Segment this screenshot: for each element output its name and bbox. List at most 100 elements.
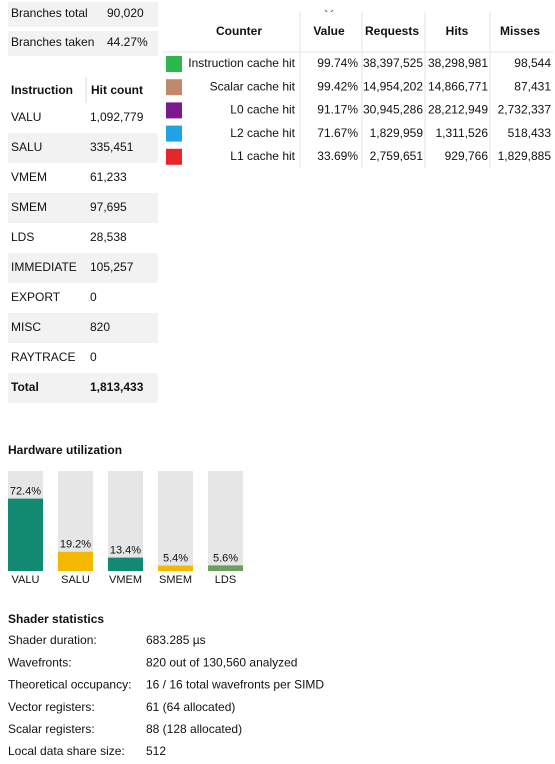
bar: [108, 557, 143, 571]
column-header: Instruction: [11, 83, 73, 97]
instruction-count: 820: [90, 320, 110, 334]
bar: [8, 498, 43, 571]
instruction-name: IMMEDIATE: [11, 260, 77, 274]
bar-track: [158, 471, 193, 571]
cache-counter: Scalar cache hit: [210, 79, 296, 93]
bar: [158, 565, 193, 571]
row-background: [8, 253, 158, 283]
bar-category: LDS: [215, 574, 236, 586]
stat-label: Wavefronts:: [8, 655, 72, 669]
bar: [58, 551, 93, 571]
bar-value-label: 72.4%: [10, 486, 41, 498]
row-background: [8, 373, 158, 403]
row-background: [8, 313, 158, 343]
bar-track: [208, 471, 243, 571]
instruction-name: EXPORT: [11, 290, 61, 304]
cache-value: 2,732,337: [498, 103, 552, 117]
cache-value: 99.42%: [317, 79, 358, 93]
cache-swatch[interactable]: [166, 148, 182, 165]
cache-value: 1,311,526: [436, 126, 489, 140]
cache-value: 1,829,959: [370, 126, 424, 140]
bar-category: VALU: [12, 574, 40, 586]
column-header: Misses: [500, 24, 540, 38]
cache-counter: L1 cache hit: [230, 149, 295, 163]
instruction-count: 335,451: [90, 140, 134, 154]
cache-value: 2,759,651: [370, 149, 424, 163]
cache-value: 14,866,771: [428, 79, 488, 93]
stat-value: 61 (64 allocated): [146, 700, 235, 714]
column-header: Requests: [365, 24, 419, 38]
cache-value: 1,829,885: [498, 149, 552, 163]
instruction-name: SMEM: [11, 200, 47, 214]
stat-value: 820 out of 130,560 analyzed: [146, 655, 297, 669]
cache-value: 33.69%: [317, 149, 358, 163]
column-header: Hits: [446, 24, 469, 38]
cache-counter: L2 cache hit: [230, 126, 295, 140]
cache-swatch[interactable]: [166, 79, 182, 96]
stat-value: 16 / 16 total wavefronts per SIMD: [146, 678, 324, 692]
instruction-name: LDS: [11, 230, 34, 244]
cache-value: 28,212,949: [428, 103, 488, 117]
bar-track: [108, 471, 143, 571]
bar-value-label: 13.4%: [110, 545, 141, 557]
cache-swatch[interactable]: [166, 102, 182, 119]
instruction-count: 28,538: [90, 230, 127, 244]
instruction-name: RAYTRACE: [11, 350, 75, 364]
row-background: [8, 31, 158, 56]
stat-value: 512: [146, 744, 166, 758]
row-background: [8, 283, 158, 313]
instruction-name: SALU: [11, 140, 42, 154]
stat-label: Scalar registers:: [8, 722, 95, 736]
total-value: 1,813,433: [90, 380, 144, 394]
cache-value: 87,431: [514, 79, 551, 93]
cache-value: 38,298,981: [428, 56, 488, 70]
instruction-count: 1,092,779: [90, 110, 144, 124]
stat-label: Theoretical occupancy:: [8, 678, 131, 692]
stat-label: Vector registers:: [8, 700, 95, 714]
cache-counter: Instruction cache hit: [188, 56, 295, 70]
column-header: Value: [313, 24, 345, 38]
row-background: [8, 343, 158, 373]
header-background: [8, 77, 158, 105]
row-background: [8, 193, 158, 223]
instruction-count: 105,257: [90, 260, 134, 274]
cache-swatch[interactable]: [166, 125, 182, 142]
instruction-name: MISC: [11, 320, 41, 334]
cache-swatch[interactable]: [166, 56, 182, 72]
bar-category: VMEM: [109, 574, 142, 586]
stat-value: 88 (128 allocated): [146, 722, 242, 736]
branch-value: 90,020: [107, 6, 144, 20]
branch-label: Branches taken: [11, 35, 94, 49]
instruction-count: 61,233: [90, 170, 127, 184]
branch-label: Branches total: [11, 6, 88, 20]
bar: [208, 565, 243, 571]
column-header: Counter: [216, 24, 262, 38]
cache-value: 30,945,286: [363, 103, 423, 117]
cache-value: 14,954,202: [363, 79, 423, 93]
row-background: [8, 2, 158, 27]
stat-label: Local data share size:: [8, 744, 125, 758]
row-background: [8, 223, 158, 253]
cache-value: 71.67%: [317, 126, 358, 140]
cache-value: 91.17%: [317, 103, 358, 117]
cache-value: 99.74%: [317, 56, 358, 70]
stat-label: Shader duration:: [8, 633, 97, 647]
instruction-count: 97,695: [90, 200, 127, 214]
bar-value-label: 5.6%: [213, 552, 238, 564]
header-background: [163, 12, 553, 52]
column-header: Hit count: [91, 83, 143, 97]
row-background: [8, 163, 158, 193]
total-label: Total: [11, 380, 39, 394]
cache-value: 518,433: [508, 126, 552, 140]
instruction-count: 0: [90, 290, 97, 304]
bar-category: SALU: [61, 574, 90, 586]
bar-category: SMEM: [159, 574, 192, 586]
bar-value-label: 5.4%: [163, 553, 188, 565]
instruction-name: VALU: [11, 110, 41, 124]
instruction-name: VMEM: [11, 170, 47, 184]
cache-counter: L0 cache hit: [230, 103, 295, 117]
section-title: Hardware utilization: [8, 443, 122, 457]
cache-value: 929,766: [445, 149, 489, 163]
instruction-count: 0: [90, 350, 97, 364]
